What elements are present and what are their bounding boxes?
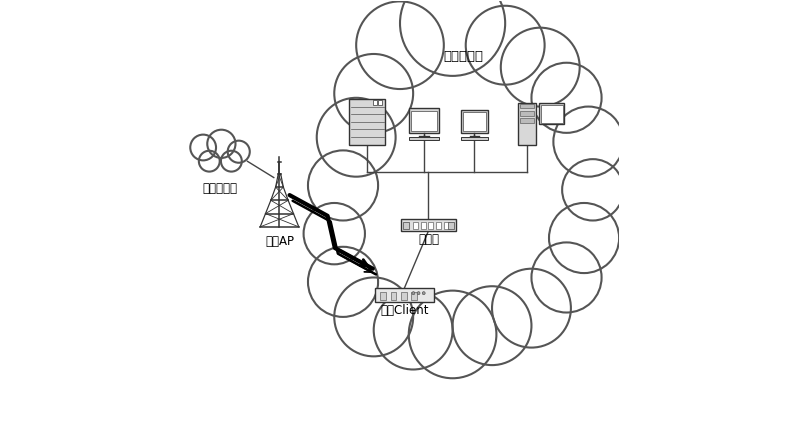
Text: 交换机: 交换机 xyxy=(418,233,439,246)
FancyBboxPatch shape xyxy=(520,104,534,108)
Text: 实验室子网: 实验室子网 xyxy=(443,50,483,63)
Ellipse shape xyxy=(308,243,378,321)
Circle shape xyxy=(422,292,425,295)
FancyBboxPatch shape xyxy=(390,292,397,300)
Circle shape xyxy=(412,292,415,295)
Ellipse shape xyxy=(194,137,246,177)
Circle shape xyxy=(417,292,420,295)
Ellipse shape xyxy=(303,190,365,277)
FancyBboxPatch shape xyxy=(403,222,409,228)
FancyBboxPatch shape xyxy=(411,292,417,300)
FancyBboxPatch shape xyxy=(378,101,382,105)
Ellipse shape xyxy=(374,295,453,365)
Ellipse shape xyxy=(343,54,501,194)
FancyBboxPatch shape xyxy=(518,103,536,145)
FancyBboxPatch shape xyxy=(520,119,534,123)
Ellipse shape xyxy=(207,133,235,154)
FancyBboxPatch shape xyxy=(541,105,563,123)
Text: 无线Client: 无线Client xyxy=(380,304,429,317)
Ellipse shape xyxy=(317,93,396,181)
FancyBboxPatch shape xyxy=(375,288,434,302)
Ellipse shape xyxy=(531,243,602,313)
FancyBboxPatch shape xyxy=(444,222,449,228)
Ellipse shape xyxy=(382,19,575,194)
Ellipse shape xyxy=(228,143,250,160)
FancyBboxPatch shape xyxy=(520,111,534,116)
Ellipse shape xyxy=(549,198,619,277)
Ellipse shape xyxy=(190,138,216,157)
Ellipse shape xyxy=(338,124,566,334)
FancyBboxPatch shape xyxy=(462,112,486,131)
FancyBboxPatch shape xyxy=(411,111,437,131)
FancyBboxPatch shape xyxy=(421,222,426,228)
Ellipse shape xyxy=(554,102,623,181)
FancyBboxPatch shape xyxy=(461,110,488,133)
Ellipse shape xyxy=(334,54,413,133)
Ellipse shape xyxy=(400,0,505,76)
Text: 公司办公网: 公司办公网 xyxy=(203,183,238,195)
Ellipse shape xyxy=(466,6,545,85)
Ellipse shape xyxy=(492,273,571,343)
Ellipse shape xyxy=(453,291,531,361)
Ellipse shape xyxy=(426,107,602,282)
Ellipse shape xyxy=(308,142,378,229)
FancyBboxPatch shape xyxy=(413,222,418,228)
Ellipse shape xyxy=(321,45,584,308)
FancyBboxPatch shape xyxy=(381,292,386,300)
FancyBboxPatch shape xyxy=(373,101,377,105)
Text: 无线AP: 无线AP xyxy=(265,235,294,248)
Ellipse shape xyxy=(531,63,602,133)
FancyBboxPatch shape xyxy=(349,99,386,145)
Ellipse shape xyxy=(356,1,444,89)
FancyBboxPatch shape xyxy=(401,292,406,300)
Ellipse shape xyxy=(204,157,236,173)
FancyBboxPatch shape xyxy=(410,108,439,133)
FancyBboxPatch shape xyxy=(428,222,434,228)
FancyBboxPatch shape xyxy=(410,137,439,140)
FancyBboxPatch shape xyxy=(436,222,441,228)
FancyBboxPatch shape xyxy=(461,137,488,140)
FancyBboxPatch shape xyxy=(401,219,456,231)
Ellipse shape xyxy=(330,111,488,286)
Ellipse shape xyxy=(409,299,497,370)
Ellipse shape xyxy=(334,282,413,352)
FancyBboxPatch shape xyxy=(539,103,565,124)
Ellipse shape xyxy=(501,28,580,107)
Ellipse shape xyxy=(562,150,623,229)
FancyBboxPatch shape xyxy=(448,222,454,228)
